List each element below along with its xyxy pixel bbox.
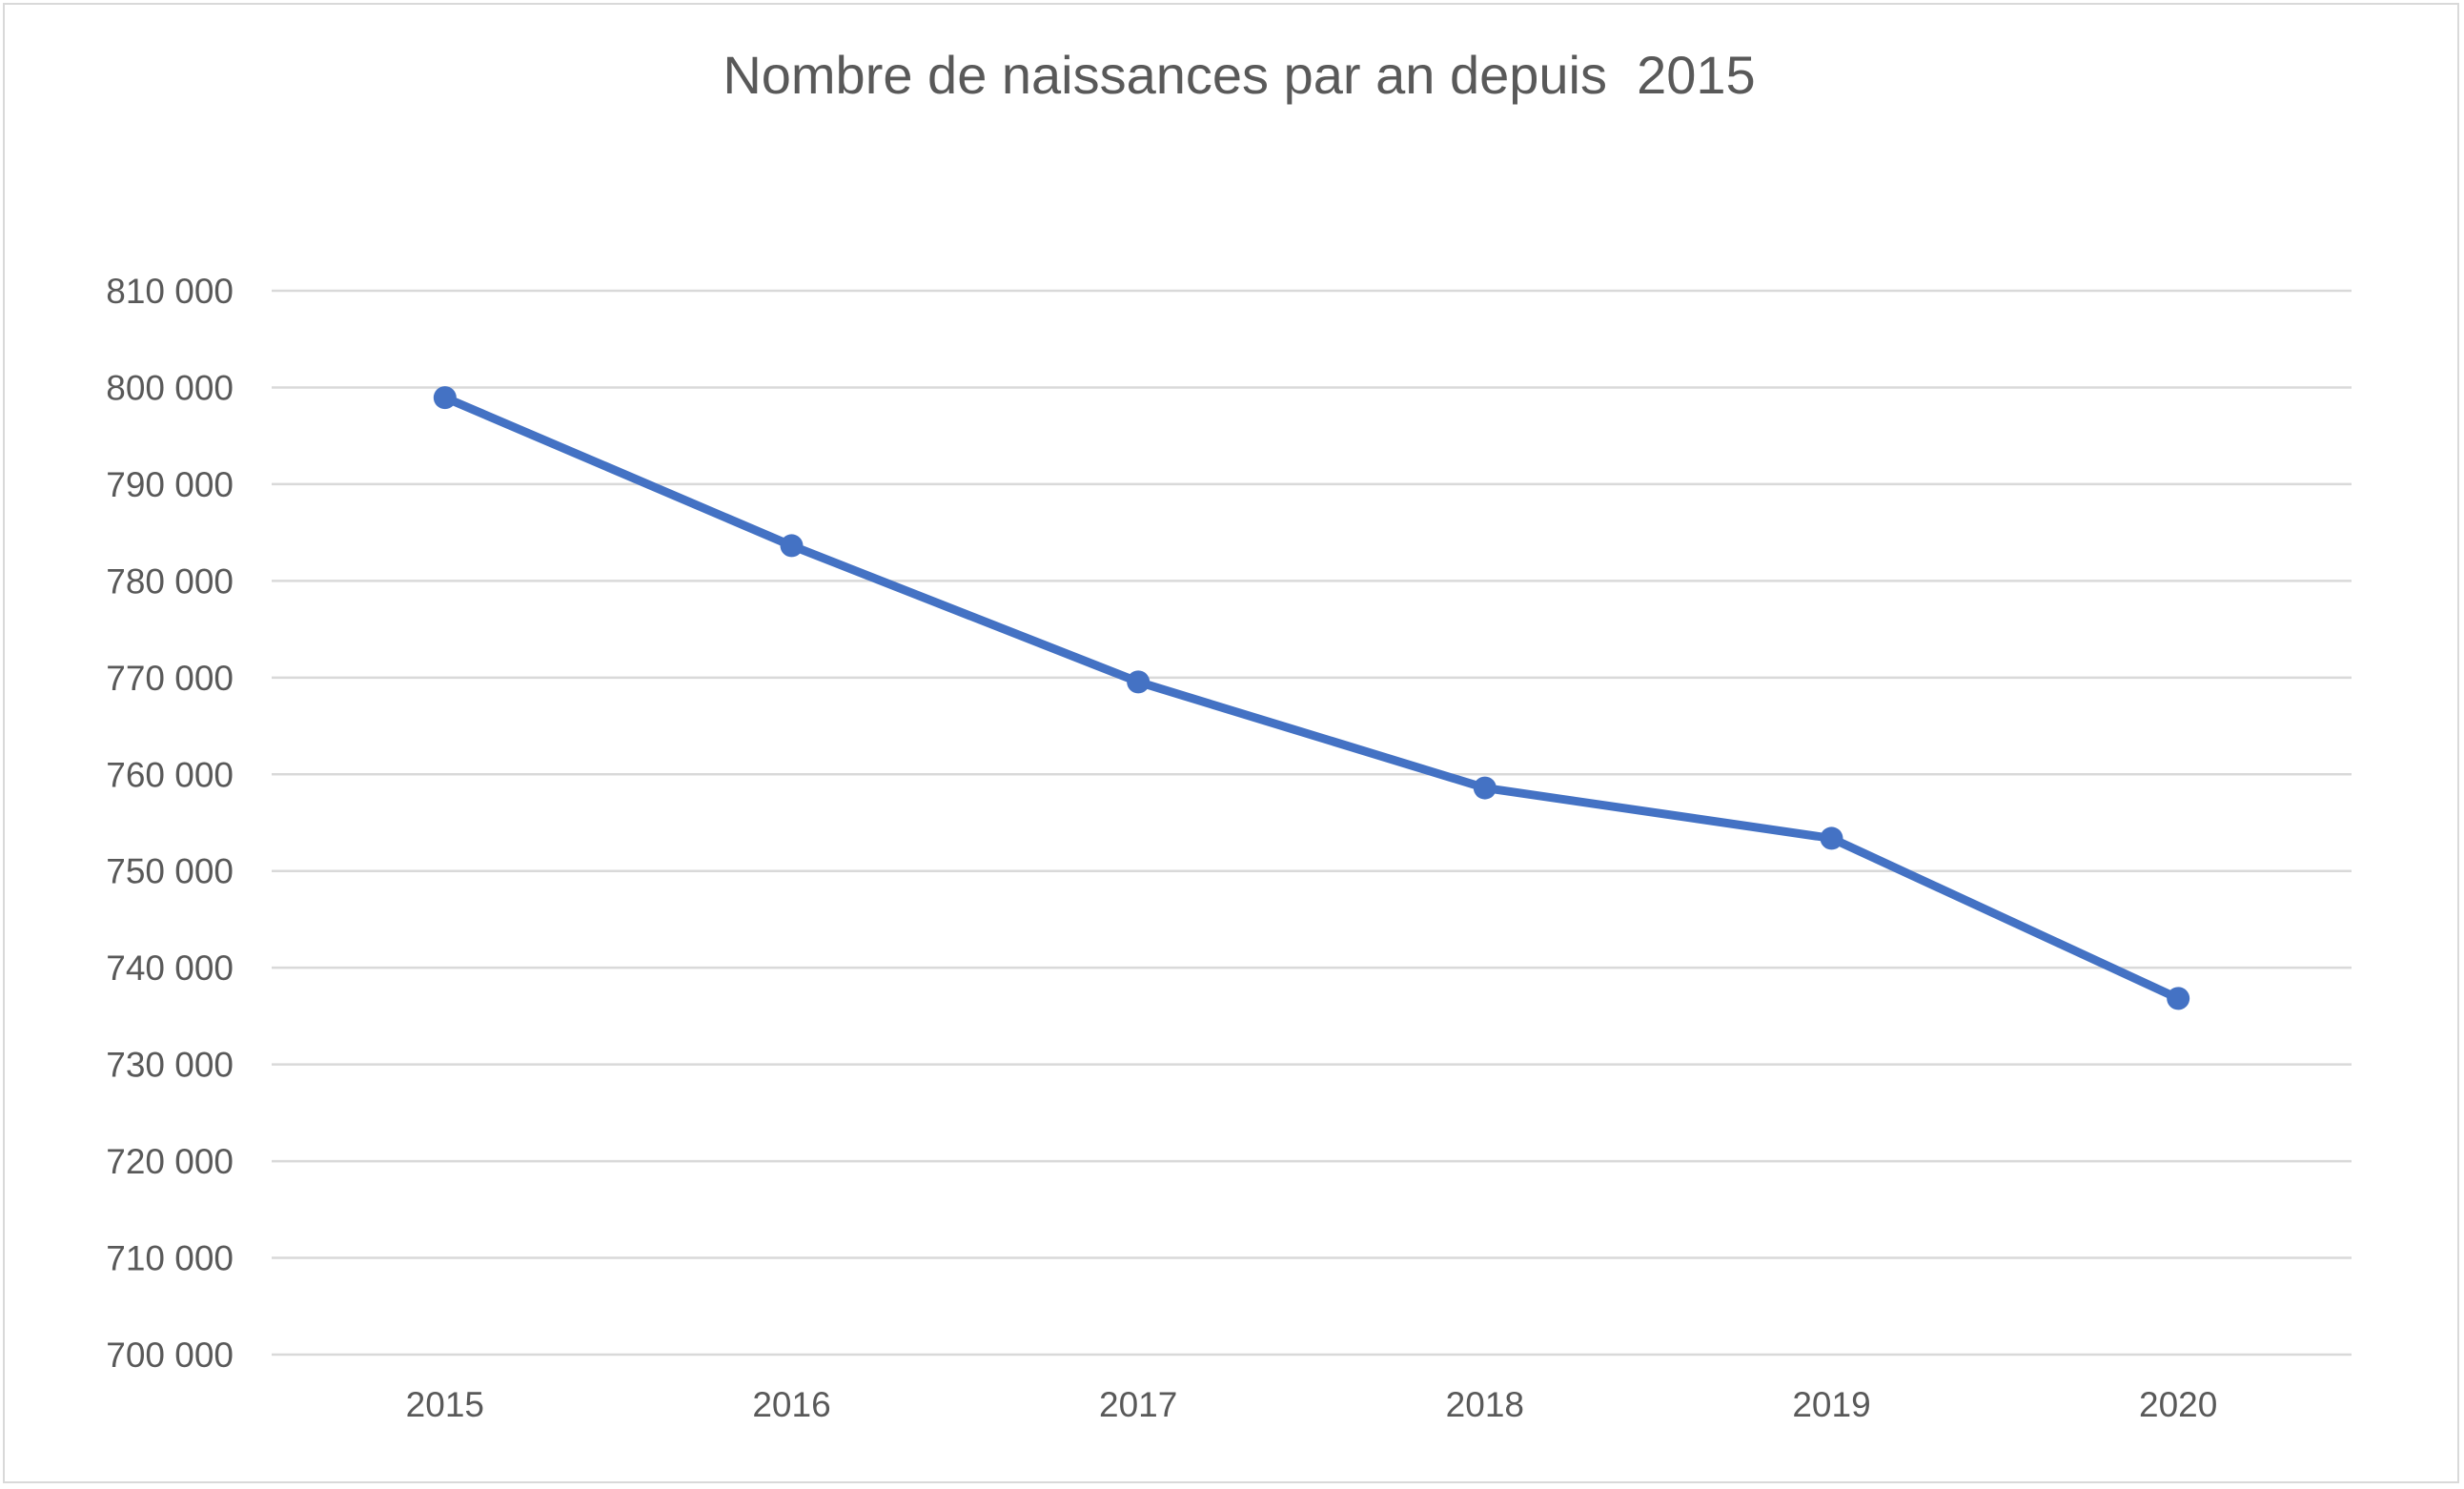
gridlines <box>272 289 2352 1356</box>
data-point-2017[interactable] <box>1127 670 1151 694</box>
x-tick-label: 2017 <box>1099 1385 1177 1424</box>
y-tick-label: 770 000 <box>106 659 234 698</box>
y-tick-label: 720 000 <box>106 1142 234 1181</box>
series-line <box>440 393 2183 1003</box>
y-axis-tick-labels: 700 000 710 000 720 000 730 000 740 000 750 0… <box>106 272 234 1375</box>
x-tick-label: 2018 <box>1446 1385 1524 1424</box>
y-tick-label: 730 000 <box>106 1046 234 1085</box>
y-tick-label: 700 000 <box>106 1336 234 1375</box>
data-point-2018[interactable] <box>1473 776 1497 800</box>
series-layer <box>433 386 2190 1010</box>
y-tick-label: 790 000 <box>106 465 234 504</box>
x-tick-label: 2020 <box>2139 1385 2217 1424</box>
chart-title: Nombre de naissances par an depuis 2015 <box>723 45 1755 105</box>
y-tick-label: 810 000 <box>106 272 234 311</box>
y-tick-label: 780 000 <box>106 561 234 601</box>
data-point-2019[interactable] <box>1820 826 1843 850</box>
x-tick-label: 2019 <box>1792 1385 1870 1424</box>
chart-area <box>3 3 2459 1483</box>
y-tick-label: 750 000 <box>106 852 234 891</box>
x-axis-tick-labels: 2015 2016 2017 2018 2019 2020 <box>406 1385 2218 1424</box>
y-tick-label: 760 000 <box>106 755 234 794</box>
y-tick-label: 710 000 <box>106 1239 234 1278</box>
y-tick-label: 740 000 <box>106 948 234 988</box>
data-point-2016[interactable] <box>780 534 804 558</box>
data-point-2015[interactable] <box>433 386 457 410</box>
x-tick-label: 2015 <box>406 1385 484 1424</box>
y-tick-label: 800 000 <box>106 368 234 407</box>
x-tick-label: 2016 <box>752 1385 830 1424</box>
data-point-2020[interactable] <box>2167 987 2190 1010</box>
